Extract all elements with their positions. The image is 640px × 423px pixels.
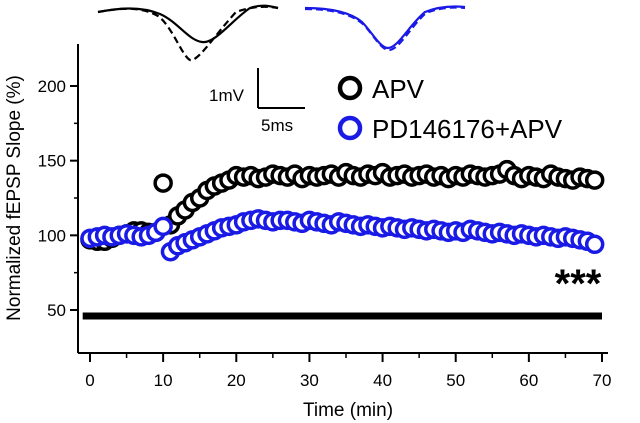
apv-trace-post bbox=[97, 5, 279, 62]
x-tick-label-70: 70 bbox=[593, 371, 612, 390]
pd-trace-baseline bbox=[304, 5, 466, 50]
x-tick-label-10: 10 bbox=[154, 371, 173, 390]
example-traces bbox=[97, 4, 466, 62]
scale-bar-voltage-label: 1mV bbox=[209, 86, 245, 105]
axes: 50 100 150 200 0 10 20 30 40 50 60 70 Time (min) N… bbox=[4, 44, 611, 421]
x-axis-title: Time (min) bbox=[303, 400, 393, 421]
x-tick-label-20: 20 bbox=[227, 371, 246, 390]
x-tick-label-30: 30 bbox=[300, 371, 319, 390]
x-tick-label-60: 60 bbox=[519, 371, 538, 390]
series-pd146176-apv bbox=[80, 209, 605, 262]
apv-trace-baseline bbox=[97, 4, 279, 44]
x-tick-label-0: 0 bbox=[85, 371, 94, 390]
y-tick-label-50: 50 bbox=[47, 301, 66, 320]
legend-label-1: PD146176+APV bbox=[372, 114, 563, 144]
legend-marker-1 bbox=[337, 115, 363, 141]
y-axis-title: Normalized fEPSP Slope (%) bbox=[4, 75, 25, 321]
data-point bbox=[584, 170, 605, 190]
series-apv bbox=[80, 159, 605, 252]
data-point bbox=[153, 173, 173, 193]
x-tick-label-40: 40 bbox=[373, 371, 392, 390]
y-tick-label-200: 200 bbox=[38, 77, 66, 96]
data-point bbox=[584, 234, 605, 255]
legend: APV PD146176+APV bbox=[337, 74, 563, 144]
x-ticks: 0 10 20 30 40 50 60 70 bbox=[85, 353, 611, 390]
y-tick-label-150: 150 bbox=[38, 152, 66, 171]
y-tick-label-100: 100 bbox=[38, 226, 66, 245]
pd-trace-post bbox=[304, 6, 466, 52]
scale-bar: 1mV 5ms bbox=[209, 68, 305, 135]
data-points bbox=[80, 159, 605, 262]
y-ticks: 50 100 150 200 bbox=[38, 77, 78, 320]
x-tick-label-50: 50 bbox=[446, 371, 465, 390]
data-point bbox=[153, 216, 173, 237]
scale-bar-time-label: 5ms bbox=[261, 116, 293, 135]
legend-label-0: APV bbox=[372, 74, 425, 104]
significance-marker: *** bbox=[555, 262, 602, 306]
legend-marker-0 bbox=[337, 75, 363, 101]
